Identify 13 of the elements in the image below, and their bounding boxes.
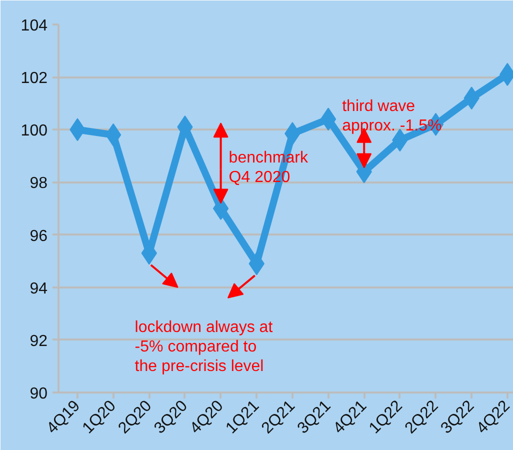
y-tick-label: 98 <box>30 175 48 192</box>
point <box>105 123 122 146</box>
annotation: benchmark Q4 2020 <box>228 149 309 186</box>
y-tick-label: 102 <box>20 70 48 88</box>
y-tick-label: 92 <box>30 332 48 350</box>
annotation: third wave approx. -1.5% <box>342 98 442 135</box>
y-tick-label: 100 <box>20 122 48 140</box>
annotation: lockdown always at -5% compared to the pre-crisis level <box>134 318 274 375</box>
point <box>320 108 336 131</box>
y-tick-label: 104 <box>20 18 48 34</box>
y-tick-label: 90 <box>30 386 48 402</box>
y-tick-label: 96 <box>30 228 48 245</box>
y-tick-label: 94 <box>30 280 48 298</box>
